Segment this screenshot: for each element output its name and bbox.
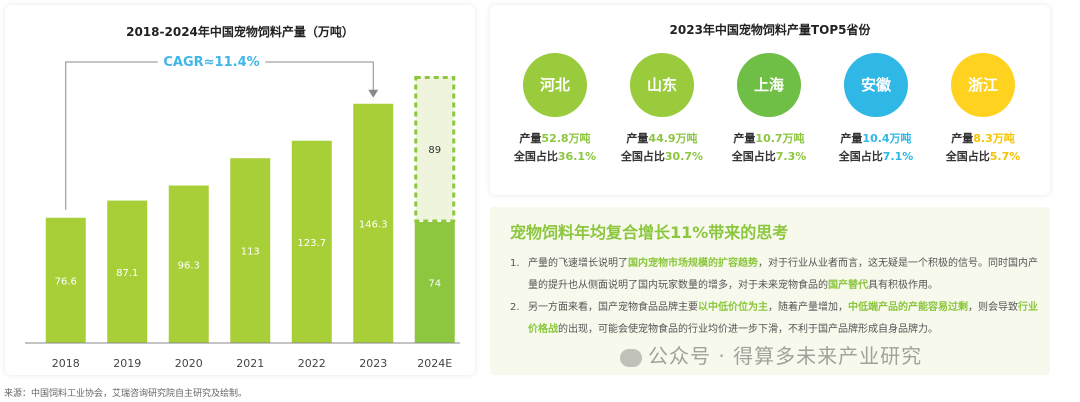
- province-share: 全国占比5.7%: [945, 150, 1021, 163]
- value-label-2021: 113: [241, 247, 260, 258]
- province-output: 产量10.7万吨: [733, 132, 805, 145]
- bar-2024E: [414, 221, 455, 343]
- cagr-arrowhead: [368, 89, 379, 98]
- thinking-title: 宠物饲料年均复合增长11%带来的思考: [510, 223, 789, 242]
- value-label-2023: 146.3: [359, 219, 388, 230]
- bar-2021: [230, 158, 271, 343]
- bar-chart: 76.6 2018 87.1 2019 96.3 2020 113 2021 123.7 2022…: [25, 55, 460, 370]
- province-share: 全国占比7.1%: [838, 150, 914, 163]
- cagr-annotation: CAGR≈11.4%: [163, 55, 259, 70]
- bar-2024E-forecast-extra: [414, 75, 456, 223]
- wechat-icon: [620, 348, 642, 367]
- cagr-arrow-left: [65, 61, 158, 210]
- x-tick-2023: 2023: [359, 357, 387, 370]
- watermark-text: 公众号 · 得算多未来产业研究: [648, 344, 923, 368]
- source-note: 来源：中国饲料工业协会，艾瑞咨询研究院自主研究及绘制。: [4, 389, 248, 399]
- bar-2022: [291, 140, 332, 343]
- forecast-extra-label: 89: [428, 145, 441, 156]
- x-tick-2020: 2020: [175, 357, 203, 370]
- province-item: 浙江产量8.3万吨 全国占比5.7%: [933, 53, 1033, 165]
- province-circle: 浙江: [951, 53, 1015, 117]
- thinking-item: 2. 另一方面来看，国产宠物食品品牌主要以中低价位为主，随着产量增加，中低端产品的…: [510, 302, 1038, 335]
- thinking-list: 1. 产量的飞速增长说明了国内宠物市场规模的扩容趋势，对于行业从业者而言，这无疑是…: [510, 253, 1040, 341]
- production-chart-panel: 2018-2024年中国宠物饲料产量（万吨） 76.6 2018 87.1 2019 9…: [5, 5, 475, 375]
- bar-2019: [107, 200, 148, 343]
- province-item: 安徽产量10.4万吨 全国占比7.1%: [826, 53, 926, 165]
- value-label-2024E: 74: [428, 278, 441, 289]
- province-share: 全国占比30.7%: [620, 150, 704, 163]
- thinking-panel: 宠物饲料年均复合增长11%带来的思考 1. 产量的飞速增长说明了国内宠物市场规模的…: [490, 207, 1050, 375]
- value-label-2019: 87.1: [116, 268, 138, 279]
- province-circle: 河北: [523, 53, 587, 117]
- x-tick-2022: 2022: [298, 357, 326, 370]
- cagr-arrow-right: [265, 61, 374, 92]
- province-circle: 安徽: [844, 53, 908, 117]
- provinces-title: 2023年中国宠物饲料产量TOP5省份: [669, 23, 871, 37]
- watermark: 公众号 · 得算多未来产业研究: [620, 340, 922, 369]
- top5-provinces-panel: 2023年中国宠物饲料产量TOP5省份 河北 产量52.8万吨 全国占比36.1% 山…: [490, 5, 1050, 195]
- province-circle: 山东: [630, 53, 694, 117]
- province-item: 上海产量10.7万吨 全国占比7.3%: [719, 53, 819, 165]
- province-output: 产量44.9万吨: [626, 132, 698, 145]
- bar-2020: [168, 185, 209, 343]
- thinking-item: 1. 产量的飞速增长说明了国内宠物市场规模的扩容趋势，对于行业从业者而言，这无疑是…: [510, 258, 1038, 291]
- province-item: 山东产量44.9万吨 全国占比30.7%: [612, 53, 712, 165]
- province-output: 产量52.8万吨: [519, 132, 591, 145]
- province-share: 全国占比7.3%: [731, 150, 807, 163]
- province-circle: 上海: [737, 53, 801, 117]
- province-share: 全国占比36.1%: [513, 150, 597, 163]
- bar-2018: [45, 217, 86, 343]
- bar-2023: [353, 103, 394, 343]
- province-output: 产量8.3万吨: [951, 132, 1015, 145]
- value-label-2020: 96.3: [178, 260, 200, 271]
- province-item: 河北产量52.8万吨 全国占比36.1%: [505, 53, 605, 165]
- value-label-2018: 76.6: [55, 276, 77, 287]
- x-tick-2024E: 2024E: [417, 357, 452, 370]
- value-label-2022: 123.7: [297, 238, 326, 249]
- province-output: 产量10.4万吨: [840, 132, 912, 145]
- x-tick-2018: 2018: [52, 357, 80, 370]
- x-tick-2019: 2019: [113, 357, 141, 370]
- x-tick-2021: 2021: [236, 357, 264, 370]
- chart-title: 2018-2024年中国宠物饲料产量（万吨）: [126, 25, 354, 39]
